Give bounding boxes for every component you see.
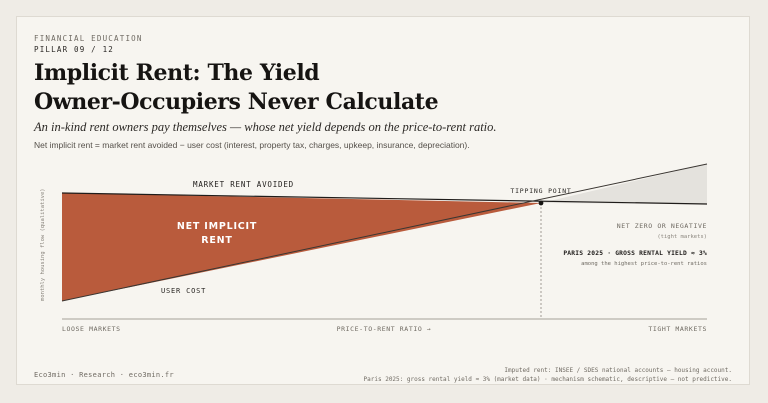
y-axis-label: monthly housing flow (qualitative) (40, 188, 46, 301)
title-line-2: Owner-Occupiers Never Calculate (34, 89, 439, 115)
brand-footer: Eco3min · Research · eco3min.fr (34, 371, 174, 379)
x-axis-label: PRICE-TO-RENT RATIO → (337, 325, 432, 333)
source-line-1: Imputed rent: INSEE / SDES national acco… (504, 367, 732, 374)
diagram: MARKET RENT AVOIDED NET IMPLICIT RENT US… (40, 163, 708, 333)
source-note: Imputed rent: INSEE / SDES national acco… (364, 366, 732, 384)
subtitle: An in-kind rent owners pay themselves — … (34, 120, 497, 134)
source-line-2: Paris 2025: gross rental yield ≈ 3% (mar… (363, 376, 732, 383)
market-rent-line (61, 192, 708, 205)
definition: Net implicit rent = market rent avoided … (34, 140, 470, 150)
net-zero-label: NET ZERO OR NEGATIVE (617, 222, 707, 230)
title-line-1: Implicit Rent: The Yield (34, 60, 320, 86)
negative-zone (541, 164, 707, 204)
tipping-point-marker (538, 200, 544, 206)
pillar-number: PILLAR 09 / 12 (34, 45, 115, 54)
net-implicit-label-line-2: RENT (201, 235, 232, 246)
x-axis-left-label: LOOSE MARKETS (62, 325, 121, 333)
user-cost-line (61, 163, 708, 302)
paris-label: PARIS 2025 · GROSS RENTAL YIELD ≈ 3% (563, 250, 707, 257)
net-implicit-label-line-1: NET IMPLICIT (177, 221, 257, 232)
tipping-point-label: TIPPING POINT (510, 187, 571, 195)
net-zero-sublabel: (tight markets) (657, 234, 707, 240)
infographic-card: FINANCIAL EDUCATION PILLAR 09 / 12 Impli… (16, 16, 750, 385)
eyebrow: FINANCIAL EDUCATION (34, 34, 143, 43)
paris-sublabel: among the highest price-to-rent ratios (581, 261, 707, 267)
x-axis-right-label: TIGHT MARKETS (648, 325, 707, 333)
user-cost-label: USER COST (161, 287, 206, 295)
page-title: Implicit Rent: The Yield Owner-Occupiers… (34, 59, 594, 117)
market-rent-label: MARKET RENT AVOIDED (193, 180, 294, 189)
net-implicit-rent-area (62, 193, 541, 301)
